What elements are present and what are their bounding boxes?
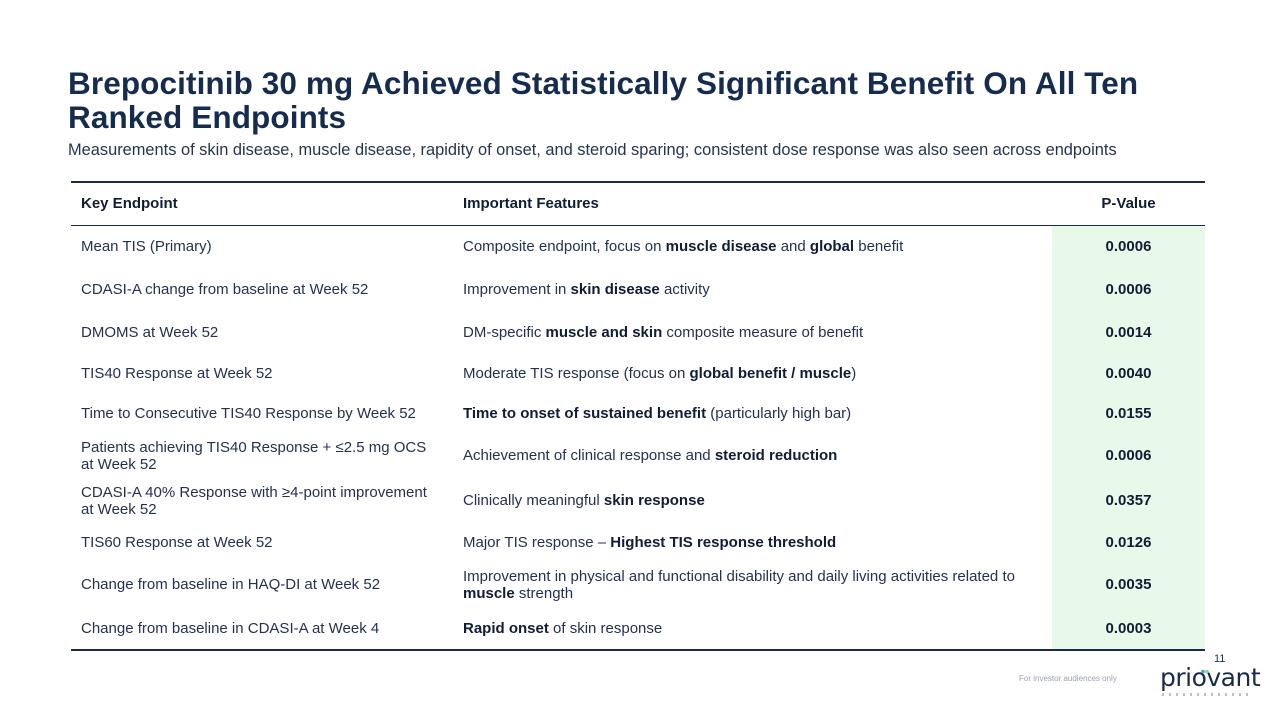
feature-text: DM-specific — [463, 323, 546, 341]
key-endpoint-cell: TIS60 Response at Week 52 — [81, 533, 273, 551]
feature-emphasis-text: steroid reduction — [714, 447, 838, 464]
p-value-cell: 0.0014 — [1052, 311, 1205, 353]
important-features-cell: Improvement in skin disease activity — [453, 268, 1052, 311]
p-value-cell: 0.0040 — [1052, 353, 1205, 393]
feature-text: ) — [851, 364, 857, 382]
key-endpoint-cell: Mean TIS (Primary) — [81, 238, 212, 256]
feature-emphasis-text: muscle — [463, 584, 515, 602]
important-features-cell: DM-specific muscle and skin composite me… — [453, 311, 1052, 353]
table-row: CDASI-A change from baseline at Week 52 I… — [71, 268, 1205, 311]
p-value-cell: 0.0035 — [1052, 561, 1205, 608]
page-number: 11 — [1214, 653, 1226, 665]
feature-text: Achievement of clinical response and — [463, 447, 715, 464]
page-title: Brepocitinib 30 mg Achieved Statisticall… — [68, 65, 1139, 135]
feature-emphasis-text: Time to onset of sustained benefit — [463, 404, 707, 422]
header-p-value: P-Value — [1101, 195, 1156, 213]
important-features-cell: Time to onset of sustained benefit (part… — [453, 393, 1052, 433]
table-row: TIS60 Response at Week 52 Major TIS respo… — [71, 523, 1205, 561]
logo-accent-icon — [1201, 669, 1209, 674]
feature-text: of skin response — [548, 620, 663, 637]
feature-emphasis-text: Rapid onset — [463, 620, 549, 637]
feature-emphasis-text: skin disease — [570, 281, 660, 298]
feature-text: (particularly high bar) — [706, 404, 852, 422]
table-row: DMOMS at Week 52 DM-specific muscle and s… — [71, 311, 1205, 353]
key-endpoint-cell: CDASI-A change from baseline at Week 52 — [81, 281, 369, 298]
table-row: CDASI-A 40% Response with ≥4-point impro… — [71, 478, 1205, 523]
feature-text: Composite endpoint, focus on — [463, 238, 666, 256]
key-endpoint-cell: TIS40 Response at Week 52 — [81, 364, 273, 382]
important-features-cell: Moderate TIS response (focus on global b… — [453, 353, 1052, 393]
table-row: TIS40 Response at Week 52 Moderate TIS re… — [71, 353, 1205, 393]
key-endpoint-cell: Change from baseline in CDASI-A at Week … — [81, 620, 380, 637]
endpoints-table: Key Endpoint Important Features P-Value … — [71, 181, 1205, 651]
feature-text: Major TIS response – — [463, 533, 611, 551]
key-endpoint-cell: Patients achieving TIS40 Response + ≤2.5… — [81, 438, 427, 473]
feature-emphasis-text: global benefit / muscle — [689, 364, 852, 382]
feature-emphasis-text: global — [809, 238, 855, 256]
table-header-row: Key Endpoint Important Features P-Value — [71, 182, 1205, 225]
p-value-cell: 0.0003 — [1052, 608, 1205, 650]
table-row: Change from baseline in HAQ-DI at Week 5… — [71, 561, 1205, 608]
important-features-cell: Rapid onset of skin response — [453, 608, 1052, 650]
priovant-logo: priovant — [1160, 663, 1261, 692]
header-key-endpoint: Key Endpoint — [81, 195, 178, 213]
feature-text: benefit — [854, 238, 904, 256]
page-subtitle: Measurements of skin disease, muscle dis… — [68, 141, 1117, 159]
key-endpoint-cell: Change from baseline in HAQ-DI at Week 5… — [81, 576, 381, 593]
p-value-cell: 0.0155 — [1052, 393, 1205, 433]
feature-emphasis-text: muscle disease — [665, 238, 777, 256]
important-features-cell: Clinically meaningful skin response — [453, 478, 1052, 523]
feature-text: activity — [659, 281, 710, 298]
table-row: Time to Consecutive TIS40 Response by We… — [71, 393, 1205, 433]
feature-text: Clinically meaningful — [463, 492, 604, 509]
p-value-cell: 0.0006 — [1052, 268, 1205, 311]
table-row: Mean TIS (Primary) Composite endpoint, fo… — [71, 225, 1205, 268]
investor-footnote: For investor audiences only — [1019, 674, 1117, 683]
key-endpoint-cell: DMOMS at Week 52 — [81, 323, 219, 341]
p-value-cell: 0.0126 — [1052, 523, 1205, 561]
important-features-cell: Composite endpoint, focus on muscle dise… — [453, 225, 1052, 268]
feature-text: Moderate TIS response (focus on — [463, 364, 690, 382]
logo-tagline-icon — [1162, 693, 1250, 696]
p-value-cell: 0.0006 — [1052, 225, 1205, 268]
header-important-features: Important Features — [463, 195, 599, 213]
key-endpoint-cell: CDASI-A 40% Response with ≥4-point impro… — [81, 483, 427, 518]
feature-emphasis-text: Highest TIS response threshold — [610, 533, 837, 551]
endpoints-table-container: Key Endpoint Important Features P-Value … — [71, 181, 1205, 651]
table-body: Mean TIS (Primary) Composite endpoint, fo… — [71, 225, 1205, 650]
table-row: Change from baseline in CDASI-A at Week … — [71, 608, 1205, 650]
feature-emphasis-text: skin response — [603, 492, 705, 509]
p-value-cell: 0.0006 — [1052, 433, 1205, 478]
p-value-cell: 0.0357 — [1052, 478, 1205, 523]
feature-text: Improvement in physical and functional d… — [463, 567, 1015, 585]
key-endpoint-cell: Time to Consecutive TIS40 Response by We… — [81, 404, 416, 422]
feature-text: strength — [514, 584, 574, 602]
feature-text: Improvement in — [463, 281, 571, 298]
important-features-cell: Major TIS response – Highest TIS respons… — [453, 523, 1052, 561]
table-row: Patients achieving TIS40 Response + ≤2.5… — [71, 433, 1205, 478]
important-features-cell: Achievement of clinical response and ste… — [453, 433, 1052, 478]
feature-text: composite measure of benefit — [662, 323, 864, 341]
important-features-cell: Improvement in physical and functional d… — [453, 561, 1052, 608]
feature-text: and — [776, 238, 810, 256]
feature-emphasis-text: muscle and skin — [545, 323, 663, 341]
